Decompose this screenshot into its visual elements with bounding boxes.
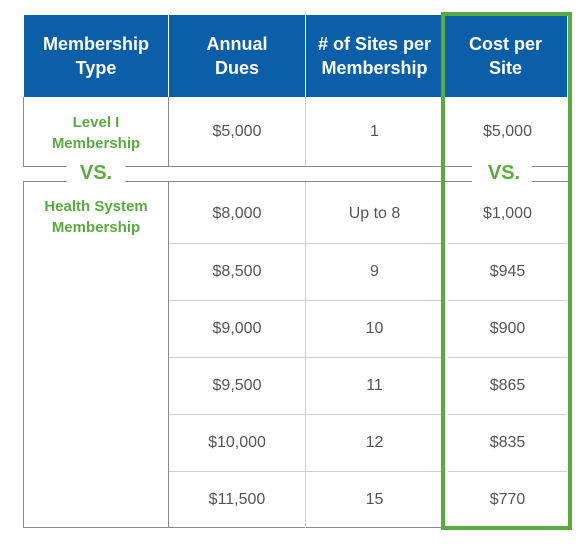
level1-cost-per-site: $5,000 [483,123,532,140]
health-row-3-cost: $900 [489,320,526,337]
row-divider [169,300,445,301]
header-membership-type: Membership Type [24,15,168,97]
health-row-2-sites: 9 [370,263,379,280]
health-row-4-sites: 11 [366,377,383,394]
header-divider [168,15,169,97]
health-row-4-cost: $865 [489,377,526,394]
level1-annual-dues: $5,000 [212,123,262,140]
health-top-border-left [23,181,67,182]
health-row-6-dues: $11,500 [208,490,266,508]
row-divider [448,471,567,472]
level1-sites: 1 [370,123,379,140]
vs-label-right: VS. [478,161,530,185]
health-system-membership-label: Health System Membership [44,198,148,236]
health-row-5-cost: $835 [489,434,526,451]
health-row-6-sites: 15 [365,490,384,508]
level1-membership-label: Level I Membership [51,114,141,152]
column-divider [305,182,306,528]
health-top-border-right [125,181,472,182]
level1-bottom-border-right [125,166,472,167]
health-row-4-dues: $9,500 [212,377,262,394]
row-divider [448,414,567,415]
health-row-5-dues: $10,000 [208,434,266,451]
health-row-2-dues: $8,500 [212,263,262,280]
header-divider [305,15,306,97]
column-divider [168,182,169,528]
health-row-1-dues: $8,000 [212,205,262,222]
level1-bottom-border-left [23,166,67,167]
header-annual-dues: Annual Dues [169,15,305,97]
row-divider [448,243,567,244]
column-divider [168,97,169,166]
table-left-border-bottom [23,182,24,528]
vs-label-left: VS. [70,161,122,185]
cost-per-site-highlight [441,12,572,530]
row-divider [448,300,567,301]
table-left-border-top [23,97,24,166]
header-cost-per-site: Cost per Site [444,15,567,97]
vs-gap-right-top [532,166,569,167]
row-divider [169,357,445,358]
health-row-1-sites: Up to 8 [348,205,401,222]
health-row-3-sites: 10 [365,320,384,337]
row-divider [169,243,445,244]
header-sites-per-membership: # of Sites per Membership [306,15,443,97]
health-row-3-dues: $9,000 [212,320,262,337]
table-bottom-border [23,527,569,528]
row-divider [169,414,445,415]
health-row-5-sites: 12 [365,434,384,451]
health-row-1-cost: $1,000 [483,205,532,222]
row-divider [169,471,445,472]
row-divider [448,357,567,358]
vs-gap-right-bottom [532,181,569,182]
health-row-2-cost: $945 [489,263,526,280]
health-row-6-cost: $770 [489,490,526,508]
column-divider [305,97,306,166]
